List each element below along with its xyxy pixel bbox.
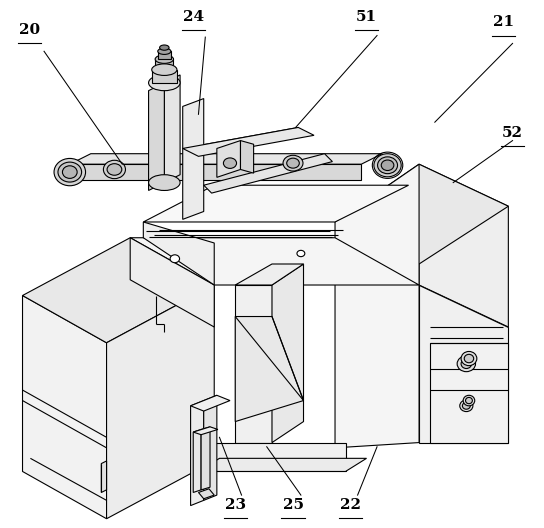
Polygon shape	[419, 164, 508, 327]
Polygon shape	[201, 427, 210, 490]
Polygon shape	[152, 70, 177, 83]
Polygon shape	[235, 264, 304, 285]
Ellipse shape	[461, 359, 472, 369]
Ellipse shape	[460, 400, 473, 412]
Polygon shape	[190, 395, 230, 411]
Ellipse shape	[54, 158, 85, 186]
Ellipse shape	[374, 154, 401, 177]
Polygon shape	[203, 395, 217, 501]
Polygon shape	[199, 458, 367, 472]
Ellipse shape	[219, 155, 240, 172]
Polygon shape	[130, 238, 214, 327]
Polygon shape	[193, 427, 218, 435]
Ellipse shape	[58, 162, 82, 182]
Polygon shape	[203, 154, 332, 193]
Ellipse shape	[463, 395, 475, 406]
Polygon shape	[70, 164, 361, 180]
Ellipse shape	[464, 354, 474, 363]
Polygon shape	[130, 238, 419, 285]
Ellipse shape	[462, 402, 470, 409]
Polygon shape	[70, 154, 382, 164]
Ellipse shape	[159, 45, 169, 50]
Ellipse shape	[149, 75, 180, 91]
Polygon shape	[272, 264, 304, 442]
Polygon shape	[193, 429, 201, 493]
Polygon shape	[183, 99, 203, 219]
Polygon shape	[335, 164, 508, 264]
Ellipse shape	[466, 398, 472, 404]
Polygon shape	[158, 51, 171, 59]
Text: 24: 24	[183, 10, 204, 24]
Polygon shape	[143, 185, 409, 222]
Text: 22: 22	[341, 497, 361, 512]
Polygon shape	[149, 83, 164, 191]
Polygon shape	[190, 401, 203, 506]
Polygon shape	[419, 285, 508, 442]
Ellipse shape	[283, 155, 303, 171]
Polygon shape	[235, 316, 304, 421]
Ellipse shape	[378, 157, 398, 174]
Polygon shape	[22, 238, 214, 343]
Text: 25: 25	[282, 497, 304, 512]
Ellipse shape	[297, 250, 305, 257]
Polygon shape	[143, 222, 214, 285]
Ellipse shape	[152, 64, 177, 76]
Text: 52: 52	[502, 126, 523, 140]
Text: 21: 21	[492, 15, 514, 30]
Ellipse shape	[149, 175, 180, 191]
Polygon shape	[199, 442, 345, 472]
Ellipse shape	[287, 158, 299, 168]
Ellipse shape	[155, 55, 174, 63]
Ellipse shape	[381, 160, 394, 171]
Ellipse shape	[461, 352, 477, 365]
Polygon shape	[199, 489, 214, 499]
Polygon shape	[183, 127, 314, 156]
Text: 23: 23	[225, 497, 246, 512]
Polygon shape	[164, 75, 180, 183]
Polygon shape	[240, 140, 254, 173]
Ellipse shape	[63, 166, 77, 178]
Polygon shape	[107, 285, 214, 518]
Ellipse shape	[107, 164, 122, 175]
Polygon shape	[430, 343, 508, 442]
Ellipse shape	[224, 158, 237, 168]
Polygon shape	[101, 461, 107, 493]
Polygon shape	[156, 59, 173, 70]
Polygon shape	[235, 285, 272, 442]
Ellipse shape	[158, 48, 171, 54]
Polygon shape	[22, 296, 107, 518]
Polygon shape	[217, 140, 240, 177]
Text: 20: 20	[19, 23, 40, 37]
Ellipse shape	[170, 255, 180, 263]
Ellipse shape	[103, 161, 126, 178]
Polygon shape	[335, 164, 419, 448]
Text: 51: 51	[356, 10, 377, 24]
Ellipse shape	[457, 356, 475, 372]
